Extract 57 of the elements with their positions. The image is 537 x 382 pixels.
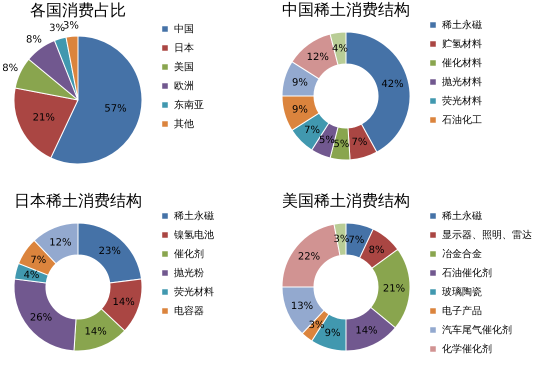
data-label: 26% xyxy=(30,312,52,324)
legend-label: 催化材料 xyxy=(442,57,482,69)
legend-label: 化学催化剂 xyxy=(442,343,492,355)
data-label: 8% xyxy=(2,63,18,74)
data-label: 8% xyxy=(26,34,42,46)
legend-label: 显示器、照明、雷达 xyxy=(442,229,532,241)
legend-label: 美国 xyxy=(174,61,194,73)
legend-label: 电容器 xyxy=(174,305,204,317)
data-label: 14% xyxy=(112,296,135,308)
legend-label: 日本 xyxy=(174,42,194,54)
data-label: 21% xyxy=(32,112,55,124)
data-label: 57% xyxy=(104,103,127,114)
data-label: 8% xyxy=(368,245,385,256)
data-label: 7% xyxy=(304,124,320,136)
data-label: 14% xyxy=(84,326,107,338)
legend-label: 东南亚 xyxy=(174,99,204,111)
data-label: 13% xyxy=(290,301,314,312)
legend-label: 中国 xyxy=(174,23,194,35)
legend-label: 欧洲 xyxy=(174,80,194,92)
legend-label: 石油化工 xyxy=(442,114,482,126)
legend-label: 镍氢电池 xyxy=(173,229,214,241)
chart-title: 美国稀土消费结构 xyxy=(282,191,410,210)
legend-label: 汽车尾气催化剂 xyxy=(442,324,512,336)
data-label: 7% xyxy=(30,255,46,266)
data-label: 14% xyxy=(355,325,378,336)
legend-label: 抛光材料 xyxy=(442,76,482,88)
chart-title: 中国稀土消费结构 xyxy=(282,0,410,19)
data-label: 3% xyxy=(63,20,79,32)
data-label: 7% xyxy=(348,235,364,246)
data-label: 42% xyxy=(381,79,404,90)
data-label: 7% xyxy=(351,137,368,148)
data-label: 12% xyxy=(306,52,329,64)
data-label: 9% xyxy=(292,104,308,116)
legend-label: 催化剂 xyxy=(174,248,204,260)
legend-label: 稀土永磁 xyxy=(174,210,214,222)
data-label: 9% xyxy=(324,328,341,340)
legend-label: 荧光材料 xyxy=(174,286,214,298)
legend-label: 其他 xyxy=(174,118,194,130)
legend-label: 抛光粉 xyxy=(174,267,204,279)
legend-label: 冶金合金 xyxy=(442,248,482,260)
legend-label: 荧光材料 xyxy=(442,95,482,107)
legend-label: 贮氢材料 xyxy=(442,38,482,50)
legend-label: 玻璃陶瓷 xyxy=(442,286,482,298)
data-label: 21% xyxy=(382,284,406,295)
data-label: 23% xyxy=(98,246,121,257)
data-label: 22% xyxy=(298,251,320,262)
legend-label: 石油催化剂 xyxy=(442,267,492,279)
data-label: 5% xyxy=(319,135,335,146)
legend-label: 稀土永磁 xyxy=(442,19,482,31)
data-label: 3% xyxy=(49,22,66,34)
chart-title: 各国消费占比 xyxy=(30,0,126,20)
chart-title: 日本稀土消费结构 xyxy=(14,191,142,210)
legend-label: 稀土永磁 xyxy=(442,210,482,222)
legend-label: 电子产品 xyxy=(442,305,482,317)
data-label: 12% xyxy=(49,237,72,248)
data-label: 4% xyxy=(24,270,40,282)
data-label: 9% xyxy=(292,78,308,89)
